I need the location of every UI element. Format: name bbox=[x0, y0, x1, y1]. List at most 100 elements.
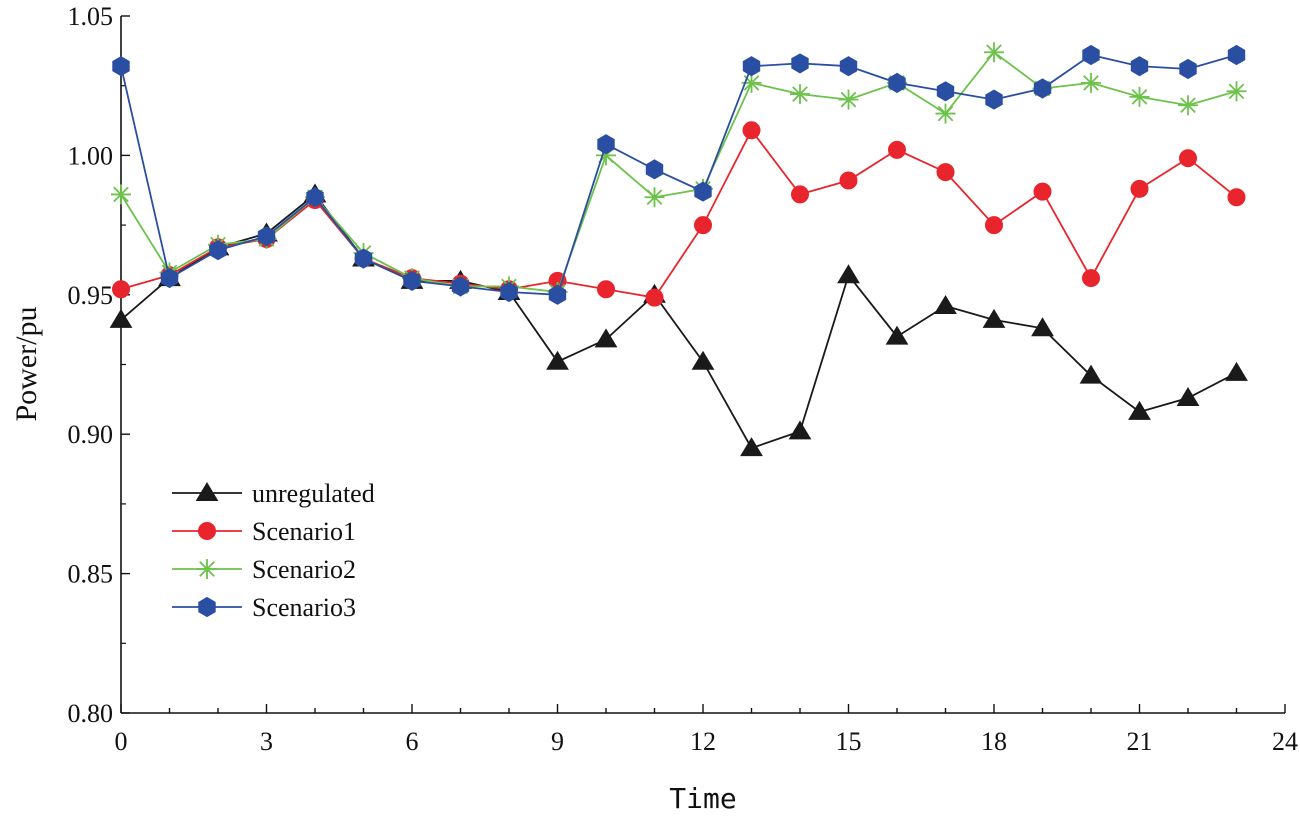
data-point bbox=[209, 240, 227, 261]
y-tick-label: 0.85 bbox=[68, 560, 114, 589]
legend-marker bbox=[197, 559, 217, 579]
data-point bbox=[112, 280, 130, 299]
data-point bbox=[791, 185, 809, 204]
data-point bbox=[740, 437, 763, 457]
data-point bbox=[1082, 44, 1100, 66]
data-point bbox=[1130, 179, 1149, 198]
data-point bbox=[839, 56, 858, 77]
ticks: 0.80 0.85 0.90 0.95 1.00 1.05 0 3 6 9 12 15 18 21 24 bbox=[68, 2, 1299, 756]
series-line bbox=[120, 193, 1237, 450]
x-tick-label: 6 bbox=[406, 727, 419, 756]
data-point bbox=[594, 328, 618, 348]
data-point bbox=[936, 81, 955, 102]
data-point bbox=[596, 145, 616, 166]
data-point bbox=[985, 216, 1003, 235]
x-tick-label: 0 bbox=[115, 727, 128, 756]
data-point bbox=[1178, 95, 1198, 116]
x-tick-label: 15 bbox=[836, 727, 862, 756]
data-point bbox=[694, 181, 712, 202]
y-axis-title: Power/pu bbox=[10, 307, 43, 422]
x-tick-label: 12 bbox=[690, 727, 716, 756]
series-line bbox=[120, 50, 1237, 293]
series-line bbox=[120, 54, 1237, 296]
data-point bbox=[839, 171, 858, 190]
y-tick-label: 0.90 bbox=[68, 420, 114, 449]
data-point bbox=[1225, 361, 1248, 381]
data-point bbox=[1226, 81, 1247, 102]
data-point bbox=[644, 187, 665, 208]
data-point bbox=[451, 276, 470, 297]
data-point bbox=[838, 89, 859, 110]
data-point bbox=[548, 284, 567, 305]
data-point bbox=[597, 280, 615, 299]
data-point bbox=[982, 308, 1006, 328]
data-point bbox=[1176, 386, 1200, 406]
legend-item: unregulated bbox=[172, 479, 375, 508]
x-tick-label: 3 bbox=[260, 727, 273, 756]
y-tick-label: 1.05 bbox=[68, 2, 114, 31]
data-point bbox=[741, 72, 762, 93]
data-point bbox=[742, 56, 761, 77]
series-line bbox=[120, 128, 1238, 299]
data-point bbox=[1033, 182, 1052, 201]
data-point bbox=[1227, 44, 1246, 66]
legend: unregulated Scenario1 Scenario2 Scenario3 bbox=[172, 479, 375, 622]
data-point bbox=[788, 420, 812, 440]
data-point bbox=[1227, 188, 1246, 207]
data-point bbox=[1130, 56, 1149, 77]
data-point bbox=[597, 134, 615, 155]
data-point bbox=[934, 294, 957, 314]
legend-item: Scenario1 bbox=[172, 517, 356, 546]
legend-label: unregulated bbox=[252, 479, 375, 508]
data-point bbox=[984, 42, 1004, 63]
data-point bbox=[257, 226, 276, 247]
data-point bbox=[888, 72, 906, 93]
data-point bbox=[1081, 72, 1101, 93]
data-point bbox=[888, 140, 906, 159]
data-point bbox=[742, 121, 761, 140]
data-point bbox=[109, 308, 133, 328]
data-point bbox=[354, 248, 373, 269]
legend-marker bbox=[198, 522, 216, 540]
legend-marker bbox=[195, 482, 219, 501]
legend-label: Scenario1 bbox=[252, 517, 356, 546]
x-tick-label: 24 bbox=[1272, 727, 1298, 756]
data-point bbox=[837, 264, 860, 284]
legend-label: Scenario2 bbox=[252, 555, 356, 584]
data-point bbox=[1128, 400, 1151, 420]
y-tick-label: 1.00 bbox=[68, 141, 114, 170]
data-point bbox=[160, 268, 179, 289]
data-point bbox=[694, 216, 712, 235]
y-tick-label: 0.80 bbox=[68, 699, 114, 728]
data-point bbox=[885, 325, 909, 345]
data-point bbox=[111, 184, 131, 205]
series-Scenario1 bbox=[112, 121, 1246, 307]
data-point bbox=[691, 350, 715, 370]
data-point bbox=[1129, 86, 1150, 107]
series-group bbox=[109, 42, 1248, 457]
data-point bbox=[791, 53, 809, 74]
data-point bbox=[985, 89, 1003, 110]
data-point bbox=[645, 159, 664, 180]
data-point bbox=[1031, 317, 1054, 337]
legend-item: Scenario2 bbox=[172, 555, 356, 584]
data-point bbox=[403, 270, 421, 291]
x-axis-title: Time bbox=[669, 782, 736, 815]
data-point bbox=[790, 84, 810, 105]
legend-marker bbox=[198, 596, 216, 618]
x-tick-label: 9 bbox=[551, 727, 564, 756]
data-point bbox=[935, 103, 956, 124]
data-point bbox=[1179, 149, 1197, 168]
series-Scenario3 bbox=[112, 44, 1246, 305]
data-point bbox=[112, 56, 130, 77]
series-Scenario2 bbox=[111, 42, 1247, 303]
data-point bbox=[546, 350, 569, 370]
data-point bbox=[1033, 78, 1052, 99]
x-tick-label: 18 bbox=[981, 727, 1007, 756]
data-point bbox=[936, 163, 955, 182]
data-point bbox=[1179, 58, 1197, 80]
data-point bbox=[500, 281, 518, 303]
data-point bbox=[306, 187, 324, 208]
legend-label: Scenario3 bbox=[252, 593, 356, 622]
